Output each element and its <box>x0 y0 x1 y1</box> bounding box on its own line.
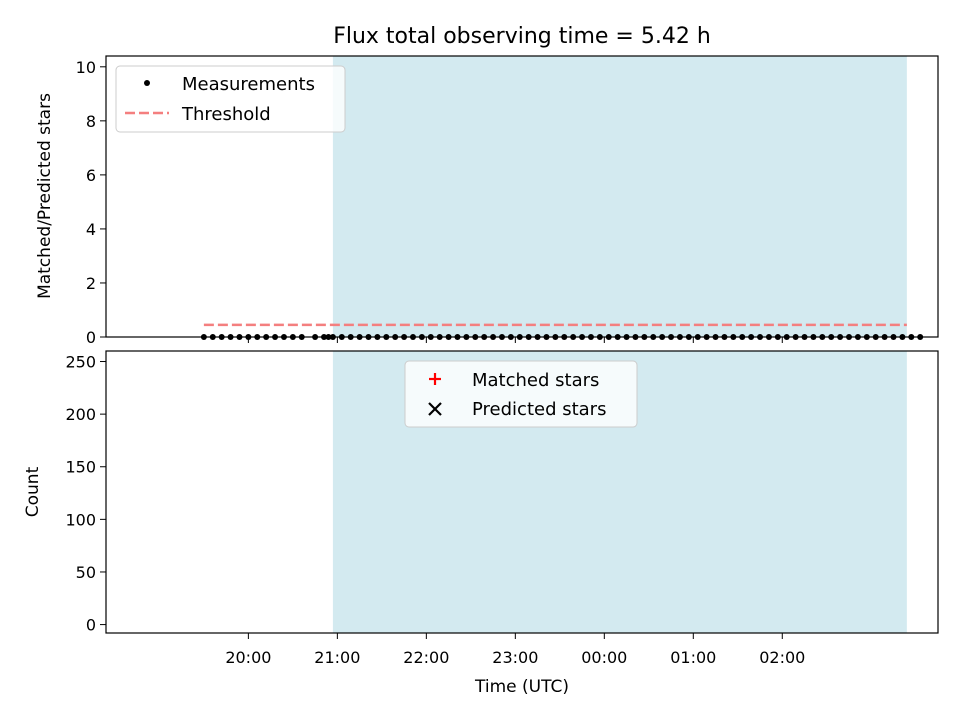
top-y-axis-label: Matched/Predicted stars <box>35 93 55 299</box>
y-tick-label: 150 <box>65 458 96 477</box>
top-panel: 0 2 4 6 8 10 Matched/Predicted stars Measurem… <box>35 55 939 347</box>
x-tick-label: 21:00 <box>314 648 360 667</box>
top-marks <box>200 323 924 340</box>
top-x-ticks <box>247 337 783 343</box>
x-tick-label: 01:00 <box>670 648 716 667</box>
y-tick-label: 50 <box>76 563 96 582</box>
bottom-y-ticks: 0 50 100 150 200 250 <box>65 353 106 635</box>
y-tick-label: 0 <box>86 616 96 635</box>
x-tick-label: 02:00 <box>759 648 805 667</box>
y-tick-label: 4 <box>86 220 96 239</box>
y-tick-label: 6 <box>86 166 96 185</box>
bottom-legend-box <box>404 360 638 428</box>
y-tick-label: 10 <box>76 58 96 77</box>
y-tick-label: 8 <box>86 112 96 131</box>
y-tick-label: 2 <box>86 274 96 293</box>
top-y-ticks: 0 2 4 6 8 10 <box>76 58 106 347</box>
legend-x-icon <box>428 402 442 416</box>
legend-plus-icon <box>429 373 441 385</box>
x-axis-label: Time (UTC) <box>474 677 569 697</box>
x-tick-label: 23:00 <box>492 648 538 667</box>
bottom-axes-frame <box>105 350 939 634</box>
legend-dot-icon <box>144 80 150 86</box>
y-tick-label: 200 <box>65 405 96 424</box>
bottom-panel: 0 50 100 150 200 250 20:00 21:00 22:00 23:00 00:0… <box>23 350 939 697</box>
top-legend-box <box>115 65 346 133</box>
y-tick-label: 0 <box>86 328 96 347</box>
bottom-y-axis-label: Count <box>23 466 43 517</box>
top-observing-span <box>332 56 907 337</box>
x-tick-label: 22:00 <box>403 648 449 667</box>
legend-label-threshold: Threshold <box>181 104 271 125</box>
y-tick-label: 250 <box>65 353 96 372</box>
top-legend: Measurements Threshold <box>115 65 346 133</box>
x-tick-label: 00:00 <box>581 648 627 667</box>
top-axes-frame <box>105 55 939 338</box>
legend-label-predicted-stars: Predicted stars <box>472 399 606 420</box>
y-tick-label: 100 <box>65 510 96 529</box>
bottom-legend: Matched stars Predicted stars <box>404 360 638 428</box>
bottom-x-ticks: 20:00 21:00 22:00 23:00 00:00 01:00 02:00 <box>225 633 805 667</box>
legend-label-measurements: Measurements <box>182 74 315 95</box>
x-tick-label: 20:00 <box>225 648 271 667</box>
legend-label-matched-stars: Matched stars <box>472 370 599 391</box>
chart-title: Flux total observing time = 5.42 h <box>333 24 711 49</box>
